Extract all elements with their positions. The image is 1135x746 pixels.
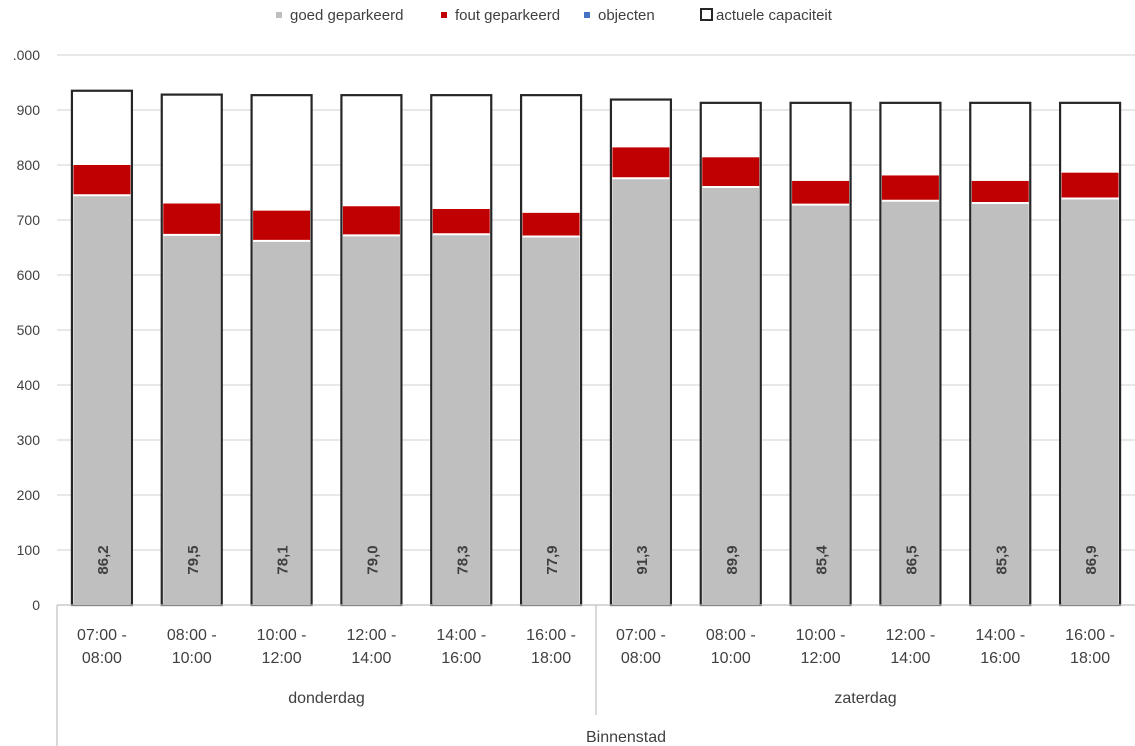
bar-segment-goed <box>702 187 760 605</box>
x-tick-label: 12:00 <box>801 650 841 667</box>
y-tick-label: 300 <box>17 432 41 448</box>
bar-segment-fout <box>342 206 400 236</box>
x-tick-label: 14:00 <box>890 650 930 667</box>
x-tick-label: 10:00 <box>172 650 212 667</box>
x-axis: 07:00 - 08:00 08:00 - 10:00 10:00 - 12:00 12:0… <box>56 604 1135 746</box>
legend: goed geparkeerd fout geparkeerd objecten ac… <box>276 7 833 24</box>
data-label: 78,1 <box>275 545 292 574</box>
legend-marker <box>584 12 590 18</box>
supergroup-label: Binnenstad <box>586 729 666 746</box>
legend-marker <box>441 12 447 18</box>
y-tick-label: 500 <box>17 322 41 338</box>
bar-segment-fout <box>971 180 1029 203</box>
bar-segment-goed <box>792 204 850 605</box>
y-tick-label: 200 <box>17 487 41 503</box>
y-tick-label: 0 <box>32 597 40 613</box>
y-axis: .000 900 800 700 600 500 400 300 200 100 0 <box>13 47 40 613</box>
bar-segment-fout <box>792 180 850 205</box>
data-label: 86,2 <box>95 545 112 574</box>
x-tick-label: 12:00 - <box>347 627 397 644</box>
bar-segment-goed <box>73 195 131 605</box>
bar-segment-goed <box>522 236 580 605</box>
data-label: 79,5 <box>185 545 202 574</box>
bar-segment-goed <box>432 234 490 606</box>
x-tick-label: 14:00 - <box>436 627 486 644</box>
group-label: donderdag <box>288 690 365 707</box>
y-tick-label: 800 <box>17 157 41 173</box>
bar-segment-goed <box>971 202 1029 605</box>
data-label: 86,5 <box>903 545 920 574</box>
bar-segment-fout <box>432 209 490 235</box>
x-tick-label: 10:00 <box>711 650 751 667</box>
data-label: 91,3 <box>634 545 651 574</box>
gridlines <box>57 54 1135 551</box>
legend-entry: goed geparkeerd <box>290 7 403 24</box>
x-tick-label: 16:00 - <box>1065 627 1115 644</box>
x-tick-label: 18:00 <box>1070 650 1110 667</box>
data-label: 85,4 <box>814 545 831 575</box>
bar-segment-goed <box>1061 198 1119 606</box>
x-tick-label: 07:00 - <box>77 627 127 644</box>
x-tick-label: 10:00 - <box>257 627 307 644</box>
y-tick-label: 700 <box>17 212 41 228</box>
legend-marker <box>276 12 282 18</box>
data-label: 78,3 <box>454 545 471 574</box>
x-tick-label: 12:00 <box>262 650 302 667</box>
bar-segment-goed <box>881 200 939 605</box>
data-label: 86,9 <box>1083 545 1100 574</box>
x-tick-label: 16:00 <box>441 650 481 667</box>
bar-segment-fout <box>253 210 311 241</box>
data-label: 79,0 <box>364 545 381 574</box>
legend-marker <box>700 8 713 21</box>
y-tick-label: 400 <box>17 377 41 393</box>
x-tick-label: 08:00 - <box>167 627 217 644</box>
group-label: zaterdag <box>834 690 896 707</box>
bar-segment-fout <box>881 175 939 201</box>
x-tick-label: 14:00 - <box>975 627 1025 644</box>
y-tick-label: 900 <box>17 102 41 118</box>
bar-segment-fout <box>702 157 760 187</box>
legend-entry: actuele capaciteit <box>716 7 833 24</box>
x-tick-label: 16:00 <box>980 650 1020 667</box>
bar-segment-goed <box>253 240 311 605</box>
y-tick-label: 100 <box>17 542 41 558</box>
bar-segment-goed <box>612 178 670 605</box>
bars: 86,2 79,5 78,1 79,0 78,3 77,9 91,3 89,9 85,4 86,5… <box>70 89 1122 607</box>
x-tick-label: 08:00 <box>82 650 122 667</box>
legend-entry: fout geparkeerd <box>455 7 560 24</box>
x-tick-label: 08:00 <box>621 650 661 667</box>
x-tick-label: 16:00 - <box>526 627 576 644</box>
y-tick-label: 600 <box>17 267 41 283</box>
bar-segment-fout <box>163 203 221 235</box>
x-tick-label: 14:00 <box>351 650 391 667</box>
bar-segment-goed <box>342 235 400 605</box>
data-label: 77,9 <box>544 545 561 574</box>
x-tick-label: 18:00 <box>531 650 571 667</box>
x-tick-label: 07:00 - <box>616 627 666 644</box>
bar-segment-goed <box>163 234 221 605</box>
x-tick-label: 08:00 - <box>706 627 756 644</box>
bar-segment-fout <box>1061 172 1119 199</box>
data-label: 89,9 <box>724 545 741 574</box>
data-label: 85,3 <box>993 545 1010 574</box>
bar-segment-fout <box>73 165 131 196</box>
bar-segment-fout <box>522 212 580 237</box>
y-tick-label: .000 <box>13 47 40 63</box>
x-tick-label: 12:00 - <box>886 627 936 644</box>
legend-entry: objecten <box>598 7 655 24</box>
x-tick-label: 10:00 - <box>796 627 846 644</box>
bar-segment-fout <box>612 147 670 179</box>
